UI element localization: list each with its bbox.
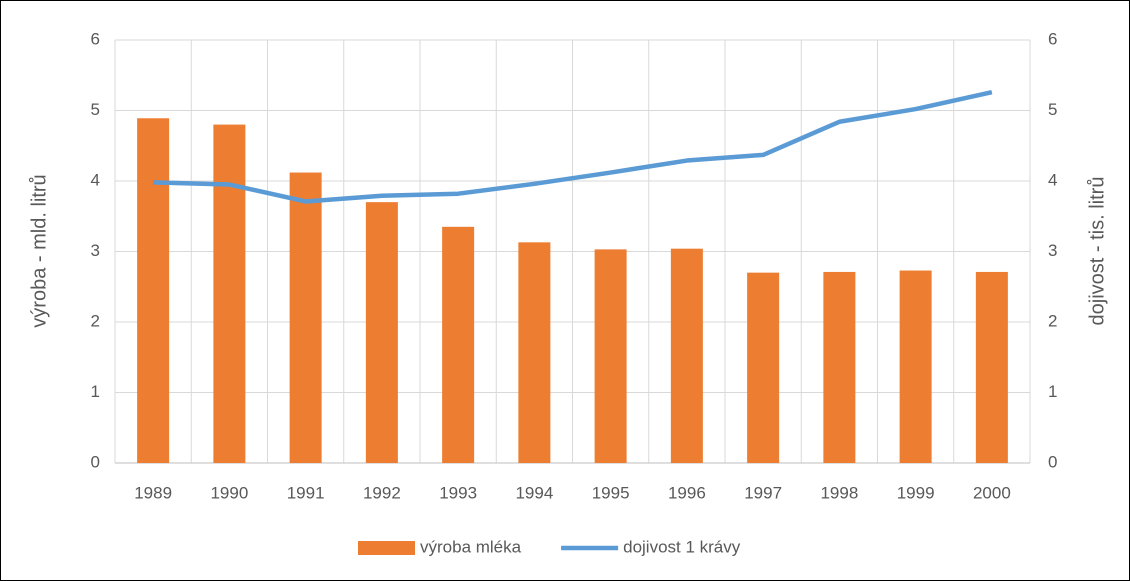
legend-swatch [358,541,415,555]
bar [594,249,627,463]
line [153,89,993,204]
y2-tick-label: 4 [1048,170,1057,189]
bar [670,248,703,463]
bar [289,172,322,464]
x-tick-label: 1999 [897,483,935,502]
x-tick-label: 1993 [439,483,477,502]
x-tick-label: 1994 [515,483,553,502]
x-tick-label: 1998 [820,483,858,502]
x-tick-label: 2000 [973,483,1011,502]
y-tick-label: 2 [91,311,100,330]
y2-tick-label: 5 [1048,100,1057,119]
legend-label: výroba mléka [420,537,522,556]
x-tick-label: 1992 [363,483,401,502]
y-axis-label: výroba - mld. litrů [28,174,50,327]
bar [823,271,856,463]
y-tick-label: 4 [91,170,100,189]
bar [442,226,475,463]
y2-tick-label: 3 [1048,241,1057,260]
y-tick-label: 0 [91,452,100,471]
y-tick-label: 1 [91,382,100,401]
y-tick-label: 6 [91,29,100,48]
x-tick-label: 1991 [287,483,325,502]
bar [899,270,932,463]
y-tick-label: 3 [91,241,100,260]
legend-label: dojivost 1 krávy [623,537,741,556]
x-tick-label: 1989 [134,483,172,502]
x-tick-label: 1997 [744,483,782,502]
bar [137,118,170,463]
y2-tick-label: 1 [1048,382,1057,401]
bar [213,124,246,463]
x-tick-label: 1990 [210,483,248,502]
bar [365,202,398,463]
bar [518,242,551,463]
bar [975,271,1008,463]
y2-axis-label: dojivost - tis. litrů [1086,177,1108,326]
y2-tick-label: 6 [1048,29,1057,48]
y2-tick-label: 0 [1048,452,1057,471]
bar [747,272,780,463]
x-tick-label: 1995 [592,483,630,502]
x-tick-label: 1996 [668,483,706,502]
y2-tick-label: 2 [1048,311,1057,330]
y-tick-label: 5 [91,100,100,119]
